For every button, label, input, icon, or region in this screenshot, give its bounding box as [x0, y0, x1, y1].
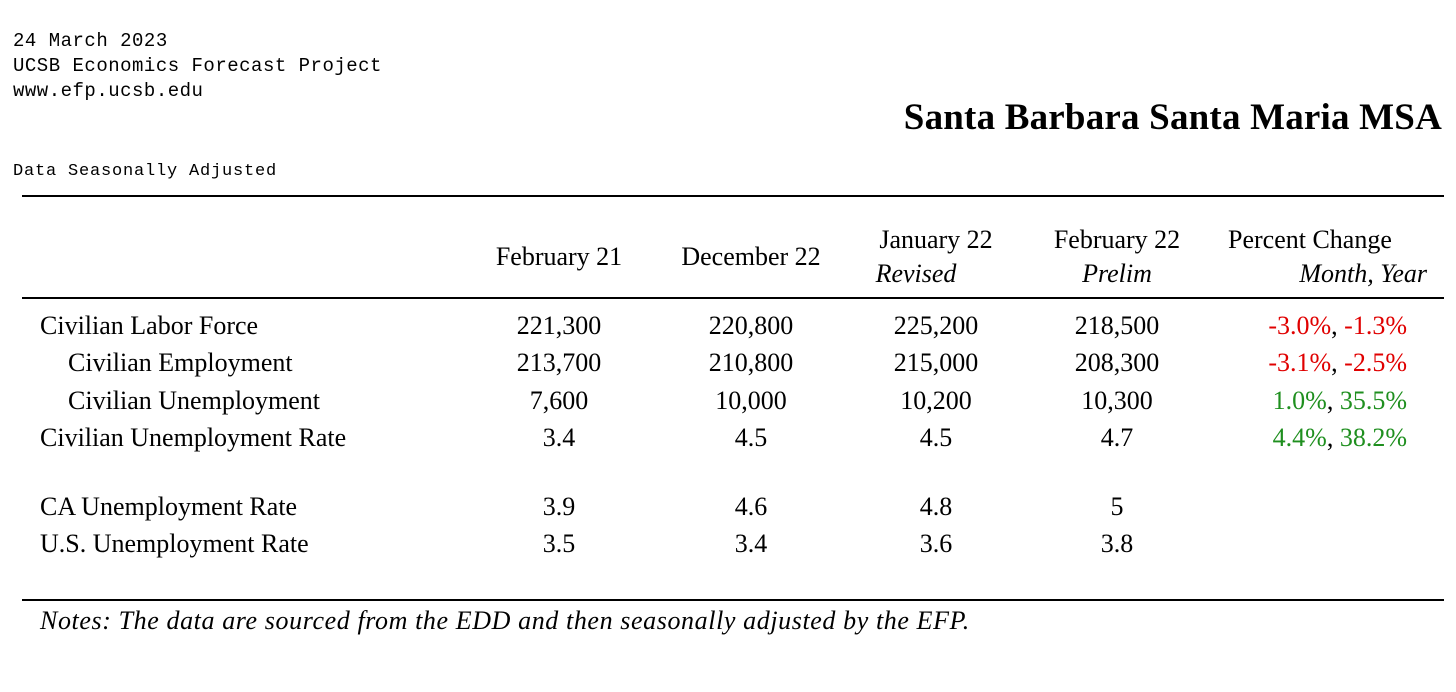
table-cell: 220,800 — [708, 311, 794, 340]
change-year: -1.3% — [1344, 311, 1407, 340]
column-header-feb22: February 22 — [1053, 225, 1181, 254]
table-cell: 5 — [1110, 492, 1124, 521]
table-cell: 210,800 — [708, 348, 794, 377]
change-month: 4.4% — [1272, 423, 1327, 452]
row-label-labor-force: Civilian Labor Force — [40, 311, 259, 340]
website-url: www.efp.ucsb.edu — [13, 80, 204, 102]
table-header-rule — [22, 297, 1444, 299]
organization-name: UCSB Economics Forecast Project — [13, 55, 382, 77]
change-month: -3.1% — [1268, 348, 1332, 377]
table-cell: 10,000 — [715, 386, 787, 415]
table-cell: 4.7 — [1100, 423, 1134, 452]
report-date: 24 March 2023 — [13, 30, 168, 52]
table-cell: 3.6 — [919, 529, 953, 558]
table-cell: 208,300 — [1074, 348, 1160, 377]
column-header-jan22: January 22 — [879, 225, 993, 254]
table-cell: 3.5 — [542, 529, 576, 558]
column-subheader-revised: Revised — [875, 259, 957, 288]
column-header-dec22: December 22 — [681, 242, 821, 271]
row-label-ca-unemployment-rate: CA Unemployment Rate — [40, 492, 298, 521]
table-cell: 215,000 — [893, 348, 979, 377]
table-cell: 4.8 — [919, 492, 953, 521]
table-top-rule — [22, 195, 1444, 197]
table-cell: 10,300 — [1081, 386, 1153, 415]
table-notes: Notes: The data are sourced from the EDD… — [40, 606, 970, 635]
change-month: -3.0% — [1268, 311, 1332, 340]
seasonal-adjustment-note: Data Seasonally Adjusted — [13, 162, 278, 181]
change-year: 35.5% — [1339, 386, 1407, 415]
change-separator: , — [1326, 423, 1340, 452]
change-separator: , — [1331, 311, 1345, 340]
row-label-employment: Civilian Employment — [68, 348, 293, 377]
change-separator: , — [1326, 386, 1340, 415]
table-cell: 3.4 — [734, 529, 768, 558]
row-label-us-unemployment-rate: U.S. Unemployment Rate — [40, 529, 309, 558]
change-month: 1.0% — [1272, 386, 1327, 415]
change-year: -2.5% — [1344, 348, 1407, 377]
table-cell: 213,700 — [516, 348, 602, 377]
table-cell: 10,200 — [900, 386, 972, 415]
region-title: Santa Barbara Santa Maria MSA — [903, 97, 1442, 138]
table-cell: 4.5 — [919, 423, 953, 452]
column-subheader-prelim: Prelim — [1082, 259, 1152, 288]
column-header-feb21: February 21 — [495, 242, 623, 271]
table-cell: 225,200 — [893, 311, 979, 340]
column-subheader-month-year: Month, Year — [1299, 259, 1427, 288]
change-year: 38.2% — [1339, 423, 1407, 452]
row-label-unemployment-rate: Civilian Unemployment Rate — [40, 423, 347, 452]
percent-change-unemployment-rate: 4.4%, 38.2% — [1273, 423, 1407, 453]
report-header: 24 March 2023 UCSB Economics Forecast Pr… — [13, 29, 382, 104]
table-cell: 218,500 — [1074, 311, 1160, 340]
table-cell: 7,600 — [529, 386, 589, 415]
column-header-percent-change: Percent Change — [1228, 225, 1392, 254]
table-bottom-rule — [22, 599, 1444, 601]
table-cell: 3.4 — [542, 423, 576, 452]
change-separator: , — [1331, 348, 1345, 377]
percent-change-labor-force: -3.0%, -1.3% — [1268, 311, 1407, 341]
percent-change-unemployment: 1.0%, 35.5% — [1273, 386, 1407, 416]
table-cell: 3.9 — [542, 492, 576, 521]
row-label-unemployment: Civilian Unemployment — [68, 386, 321, 415]
table-cell: 4.5 — [734, 423, 768, 452]
table-cell: 4.6 — [734, 492, 768, 521]
percent-change-employment: -3.1%, -2.5% — [1268, 348, 1407, 378]
table-cell: 221,300 — [516, 311, 602, 340]
table-cell: 3.8 — [1100, 529, 1134, 558]
